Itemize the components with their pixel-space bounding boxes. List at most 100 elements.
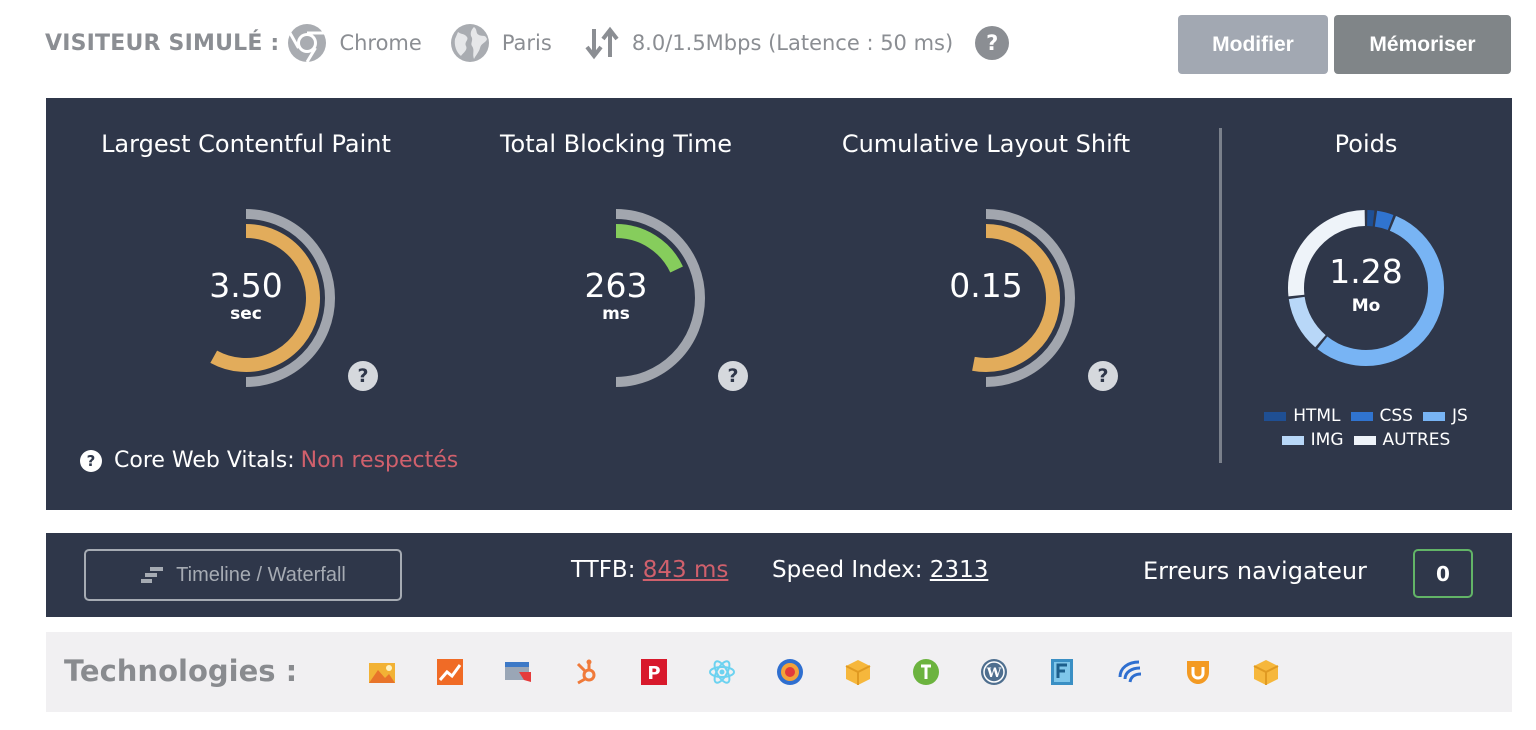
metric-unit: ms bbox=[602, 304, 630, 324]
timeline-waterfall-button[interactable]: Timeline / Waterfall bbox=[84, 549, 402, 601]
legend-row: IMG AUTRES bbox=[1246, 428, 1486, 452]
cls-gauge bbox=[972, 209, 1075, 387]
visitor-help-icon[interactable]: ? bbox=[975, 26, 1010, 60]
legend-swatch bbox=[1350, 411, 1373, 421]
metric-unit: sec bbox=[230, 304, 262, 324]
weight-donut-chart bbox=[1288, 210, 1444, 366]
technologies-bar: Technologies : P W bbox=[46, 632, 1512, 712]
legend-swatch bbox=[1281, 435, 1304, 445]
legend-item-img: IMG bbox=[1281, 430, 1344, 450]
gauge-value-arc bbox=[210, 224, 320, 372]
visitor-label: VISITEUR SIMULÉ : bbox=[45, 30, 280, 56]
browser-window-icon[interactable] bbox=[504, 658, 532, 686]
wave-logo-icon[interactable] bbox=[1116, 658, 1144, 686]
green-leaf-icon[interactable] bbox=[912, 658, 940, 686]
donut-segment-img bbox=[1288, 296, 1326, 348]
gauge-track bbox=[615, 209, 705, 387]
technologies-label: Technologies : bbox=[64, 654, 298, 688]
p-logo-icon[interactable]: P bbox=[640, 658, 668, 686]
location-name: Paris bbox=[501, 31, 552, 55]
metric-value: 263 bbox=[584, 266, 648, 305]
globe-icon bbox=[450, 24, 489, 62]
legend-label: IMG bbox=[1310, 430, 1344, 450]
location-info: Paris bbox=[450, 23, 552, 63]
speed-index-label: Speed Index: bbox=[772, 557, 923, 583]
metric-lcp: Largest Contentful Paint 3.50 sec ? bbox=[61, 98, 431, 510]
technology-icons: P W bbox=[368, 658, 1320, 686]
donut-segment-autres bbox=[1288, 210, 1366, 297]
legend-item-autres: AUTRES bbox=[1353, 430, 1451, 450]
speed-index-value-link[interactable]: 2313 bbox=[929, 557, 989, 583]
orange-shield-icon[interactable] bbox=[1184, 658, 1212, 686]
legend-swatch bbox=[1422, 411, 1445, 421]
browser-errors-count[interactable]: 0 bbox=[1413, 549, 1473, 598]
cwv-status: Non respectés bbox=[300, 448, 459, 473]
hubspot-icon[interactable] bbox=[572, 658, 600, 686]
legend-item-css: CSS bbox=[1350, 406, 1413, 426]
weight-title: Poids bbox=[1334, 130, 1398, 158]
legend-label: CSS bbox=[1379, 406, 1413, 426]
chrome-icon bbox=[288, 24, 327, 63]
yellow-box-icon[interactable] bbox=[1252, 658, 1280, 686]
gauge-track bbox=[985, 209, 1075, 387]
metric-title: Largest Contentful Paint bbox=[101, 130, 391, 158]
simulated-visitor-bar: VISITEUR SIMULÉ : Chrome Paris 8.0/1.5Mb… bbox=[45, 15, 1515, 74]
wordpress-icon[interactable]: W bbox=[980, 658, 1008, 686]
analytics-chart-icon[interactable] bbox=[436, 658, 464, 686]
svg-text:P: P bbox=[647, 663, 660, 684]
gauge-track bbox=[245, 209, 335, 387]
legend-swatch bbox=[1264, 411, 1287, 421]
save-button[interactable]: Mémoriser bbox=[1334, 15, 1511, 74]
metric-cls: Cumulative Layout Shift 0.15 ? bbox=[801, 98, 1171, 510]
weight-value: 1.28 bbox=[1329, 252, 1403, 291]
weight-legend: HTML CSS JS IMG AUTRES bbox=[1246, 404, 1486, 452]
react-atom-icon[interactable] bbox=[708, 658, 736, 686]
cwv-label: Core Web Vitals: bbox=[114, 448, 295, 473]
legend-label: JS bbox=[1451, 406, 1468, 426]
legend-row: HTML CSS JS bbox=[1246, 404, 1486, 428]
browser-info: Chrome bbox=[287, 23, 422, 63]
tbt-help-icon[interactable]: ? bbox=[718, 361, 748, 391]
ttfb-label: TTFB: bbox=[571, 557, 636, 583]
summary-bar: Timeline / Waterfall TTFB: 843 ms Speed … bbox=[46, 533, 1512, 617]
donut-segment-js bbox=[1317, 215, 1444, 366]
metrics-panel: Largest Contentful Paint 3.50 sec ? Tota… bbox=[46, 98, 1512, 510]
metric-value: 0.15 bbox=[949, 266, 1023, 305]
gauge-value-arc bbox=[972, 224, 1060, 372]
metric-title: Cumulative Layout Shift bbox=[841, 130, 1131, 158]
metric-value: 3.50 bbox=[209, 266, 283, 305]
waterfall-bars-icon bbox=[141, 567, 164, 583]
lcp-gauge bbox=[210, 209, 335, 387]
landscape-image-icon[interactable] bbox=[368, 658, 396, 686]
legend-swatch bbox=[1353, 435, 1376, 445]
panel-divider bbox=[1219, 128, 1222, 463]
f-logo-icon[interactable] bbox=[1048, 658, 1076, 686]
metric-tbt: Total Blocking Time 263 ms ? bbox=[431, 98, 801, 510]
ttfb-value-link[interactable]: 843 ms bbox=[642, 557, 729, 583]
ttfb: TTFB: 843 ms bbox=[571, 557, 728, 583]
timeline-label: Timeline / Waterfall bbox=[176, 563, 346, 586]
target-circle-icon[interactable] bbox=[776, 658, 804, 686]
metric-title: Total Blocking Time bbox=[499, 130, 733, 158]
weight-unit: Mo bbox=[1351, 296, 1381, 316]
tbt-gauge bbox=[615, 209, 705, 387]
gauge-value-arc bbox=[615, 224, 683, 273]
yellow-box-icon[interactable] bbox=[844, 658, 872, 686]
legend-item-html: HTML bbox=[1264, 406, 1341, 426]
modify-button[interactable]: Modifier bbox=[1178, 15, 1328, 74]
browser-errors-label: Erreurs navigateur bbox=[1143, 557, 1367, 585]
core-web-vitals: ? Core Web Vitals: Non respectés bbox=[80, 448, 458, 473]
svg-text:W: W bbox=[986, 666, 1002, 681]
up-down-arrows-icon bbox=[585, 26, 619, 60]
lcp-help-icon[interactable]: ? bbox=[348, 361, 378, 391]
cwv-help-icon[interactable]: ? bbox=[80, 449, 102, 472]
cls-help-icon[interactable]: ? bbox=[1088, 361, 1118, 391]
speed-index: Speed Index: 2313 bbox=[772, 557, 988, 583]
browser-name: Chrome bbox=[339, 31, 422, 55]
network-info: 8.0/1.5Mbps (Latence : 50 ms) bbox=[580, 23, 953, 63]
network-speed: 8.0/1.5Mbps (Latence : 50 ms) bbox=[631, 31, 954, 55]
legend-label: AUTRES bbox=[1382, 430, 1451, 450]
donut-segment-css bbox=[1374, 210, 1394, 231]
legend-item-js: JS bbox=[1422, 406, 1468, 426]
legend-label: HTML bbox=[1293, 406, 1341, 426]
